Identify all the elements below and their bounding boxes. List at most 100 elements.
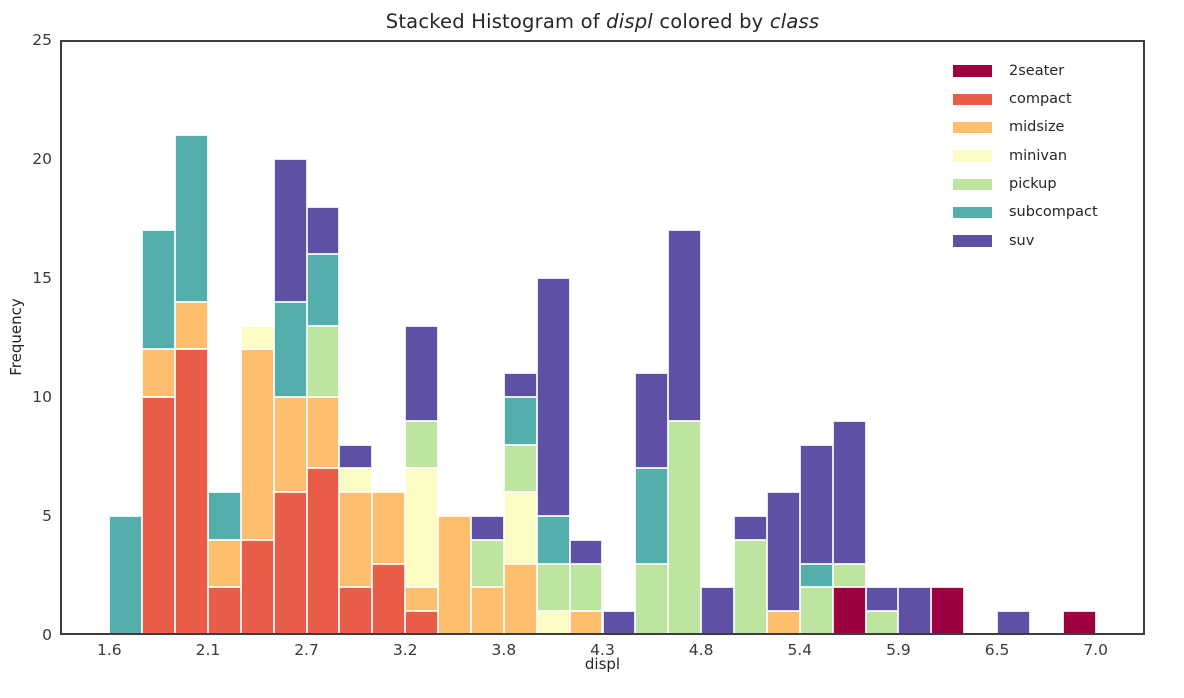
bar-segment-suv <box>766 492 800 612</box>
bar-segment-midsize <box>175 301 208 350</box>
bar-segment-midsize <box>438 516 471 635</box>
bar-segment-midsize <box>142 349 176 397</box>
x-axis-label: displ <box>584 655 621 673</box>
bar-segment-suv <box>339 444 373 469</box>
legend-row-2seater: 2seater <box>953 57 1098 85</box>
bar-segment-pickup <box>405 420 439 469</box>
bar-segment-pickup <box>306 325 340 397</box>
bar-segment-subcompact <box>799 563 833 588</box>
bar-segment-compact <box>273 492 307 635</box>
bar-segment-pickup <box>668 420 702 635</box>
legend-row-compact: compact <box>953 85 1098 113</box>
y-tick-label: 20 <box>32 150 52 168</box>
legend-swatch-suv <box>953 235 992 247</box>
bar-segment-pickup <box>503 444 537 493</box>
legend-row-suv: suv <box>953 227 1098 255</box>
bar-segment-2seater <box>1062 611 1096 635</box>
bar-segment-midsize <box>405 587 439 612</box>
legend-row-midsize: midsize <box>953 114 1098 142</box>
bar-segment-suv <box>734 516 767 540</box>
bar-segment-suv <box>898 587 932 635</box>
bar-segment-suv <box>536 278 570 516</box>
x-tick-label: 6.5 <box>984 641 1010 659</box>
bar-segment-pickup <box>569 563 603 612</box>
bar-segment-suv <box>569 539 603 564</box>
legend-label: minivan <box>1009 147 1068 164</box>
bar-segment-midsize <box>569 611 603 635</box>
legend: 2seater compact midsize minivan pickup subcom… <box>953 57 1098 255</box>
bar-segment-subcompact <box>142 230 176 350</box>
bar-segment-midsize <box>207 539 241 588</box>
y-axis-label: Frequency <box>7 298 25 376</box>
bar-segment-subcompact <box>273 301 307 397</box>
bar-segment-suv <box>799 444 833 564</box>
legend-swatch-midsize <box>953 121 992 134</box>
bar-segment-compact <box>142 397 176 635</box>
y-tick-label: 15 <box>32 269 52 287</box>
bar-segment-minivan <box>536 611 570 635</box>
bar-segment-suv <box>701 587 734 635</box>
bar-segment-suv <box>865 587 899 612</box>
bar-segment-pickup <box>635 563 669 635</box>
bars-layer <box>60 40 1145 635</box>
bar-segment-subcompact <box>175 135 208 302</box>
bar-segment-compact <box>339 587 373 635</box>
x-tick-label: 5.9 <box>886 641 911 659</box>
bar-segment-pickup <box>470 539 504 588</box>
bar-segment-midsize <box>503 563 537 635</box>
bar-segment-midsize <box>273 397 307 493</box>
bar-segment-midsize <box>470 587 504 635</box>
bar-segment-subcompact <box>536 516 570 564</box>
legend-label: suv <box>1009 232 1035 249</box>
legend-row-minivan: minivan <box>953 142 1098 170</box>
bar-segment-pickup <box>734 539 767 635</box>
bar-segment-pickup <box>865 611 899 635</box>
bar-segment-subcompact <box>306 254 340 326</box>
bar-segment-pickup <box>832 563 866 588</box>
bar-segment-compact <box>240 539 274 635</box>
bar-segment-minivan <box>240 325 274 350</box>
bar-segment-subcompact <box>503 397 537 445</box>
legend-label: midsize <box>1009 119 1065 136</box>
y-tick-label: 10 <box>32 388 52 406</box>
bar-segment-midsize <box>339 492 373 588</box>
bar-segment-compact <box>207 587 241 635</box>
bar-segment-suv <box>503 373 537 397</box>
x-tick-label: 5.4 <box>787 641 813 659</box>
bar-segment-midsize <box>372 492 406 564</box>
x-tick-label: 3.2 <box>392 641 418 659</box>
x-tick-label: 4.8 <box>688 641 714 659</box>
bar-segment-subcompact <box>207 492 241 540</box>
legend-row-pickup: pickup <box>953 170 1098 198</box>
legend-swatch-subcompact <box>953 206 992 219</box>
bar-segment-suv <box>635 373 669 469</box>
legend-swatch-minivan <box>953 150 992 162</box>
legend-label: subcompact <box>1009 204 1098 221</box>
x-tick-label: 2.7 <box>294 641 319 659</box>
bar-segment-midsize <box>766 611 800 635</box>
title-text-part: Stacked Histogram of <box>385 10 607 33</box>
x-tick-label: 3.8 <box>491 641 517 659</box>
bar-segment-compact <box>175 349 208 635</box>
bar-segment-suv <box>832 420 866 564</box>
bar-segment-midsize <box>306 397 340 469</box>
legend-swatch-pickup <box>953 178 992 191</box>
bar-segment-2seater <box>832 587 866 635</box>
bar-segment-suv <box>602 611 636 635</box>
legend-row-subcompact: subcompact <box>953 198 1098 226</box>
legend-label: 2seater <box>1009 62 1065 79</box>
y-tick-label: 25 <box>32 31 52 49</box>
title-italic-part: class <box>769 10 820 33</box>
bar-segment-subcompact <box>109 516 143 635</box>
bar-segment-subcompact <box>635 468 669 564</box>
y-tick-label: 5 <box>42 507 52 525</box>
legend-label: pickup <box>1009 176 1057 193</box>
x-tick-label: 2.1 <box>195 641 221 659</box>
bar-segment-minivan <box>405 468 439 588</box>
bar-segment-suv <box>470 516 504 540</box>
bar-segment-suv <box>306 206 340 255</box>
title-italic-part: displ <box>606 10 653 33</box>
legend-swatch-2seater <box>953 65 992 77</box>
bar-segment-compact <box>372 563 406 635</box>
